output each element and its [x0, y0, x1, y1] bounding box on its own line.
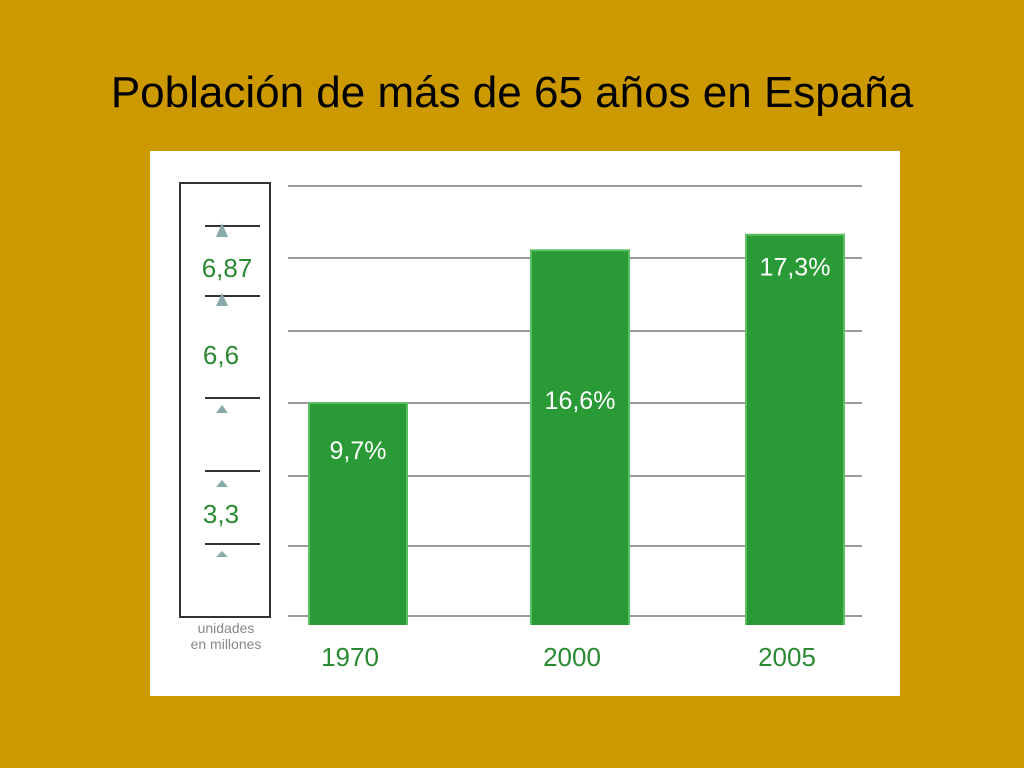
- bar-value-label: 17,3%: [760, 254, 831, 282]
- bar-chart: 6,87 6,6 3,3 unidades en millones 9,7% 16…: [179, 182, 862, 672]
- bar-1970: [310, 404, 406, 625]
- scale-label-6-87: 6,87: [202, 253, 253, 283]
- scale-label-3-3: 3,3: [203, 499, 239, 529]
- bar-value-labels: 9,7% 16,6% 17,3%: [330, 254, 831, 465]
- scale-arrow-icon: [216, 480, 228, 487]
- scale-label-6-6: 6,6: [203, 340, 239, 370]
- scale-arrow-icon: [216, 223, 228, 237]
- slide-title: Población de más de 65 años en España: [110, 68, 914, 117]
- unit-note-line-1: unidades: [198, 620, 255, 636]
- x-axis-labels: 1970 2000 2005: [321, 642, 816, 672]
- x-tick-label: 2005: [758, 642, 816, 672]
- bars: [308, 233, 845, 625]
- scale-arrow-icon: [216, 551, 228, 557]
- chart-panel: 6,87 6,6 3,3 unidades en millones 9,7% 16…: [150, 151, 900, 696]
- unit-note-line-2: en millones: [191, 636, 262, 652]
- bar-value-label: 9,7%: [330, 437, 387, 465]
- bar-2005: [747, 235, 843, 625]
- x-tick-label: 2000: [543, 642, 601, 672]
- bar-2000: [532, 251, 628, 625]
- population-scale-panel: 6,87 6,6 3,3 unidades en millones: [179, 182, 271, 652]
- scale-arrow-icon: [216, 405, 228, 413]
- scale-box: [179, 182, 271, 618]
- scale-marks: [205, 223, 260, 557]
- x-tick-label: 1970: [321, 642, 379, 672]
- bar-value-label: 16,6%: [545, 387, 616, 415]
- scale-arrow-icon: [216, 293, 228, 306]
